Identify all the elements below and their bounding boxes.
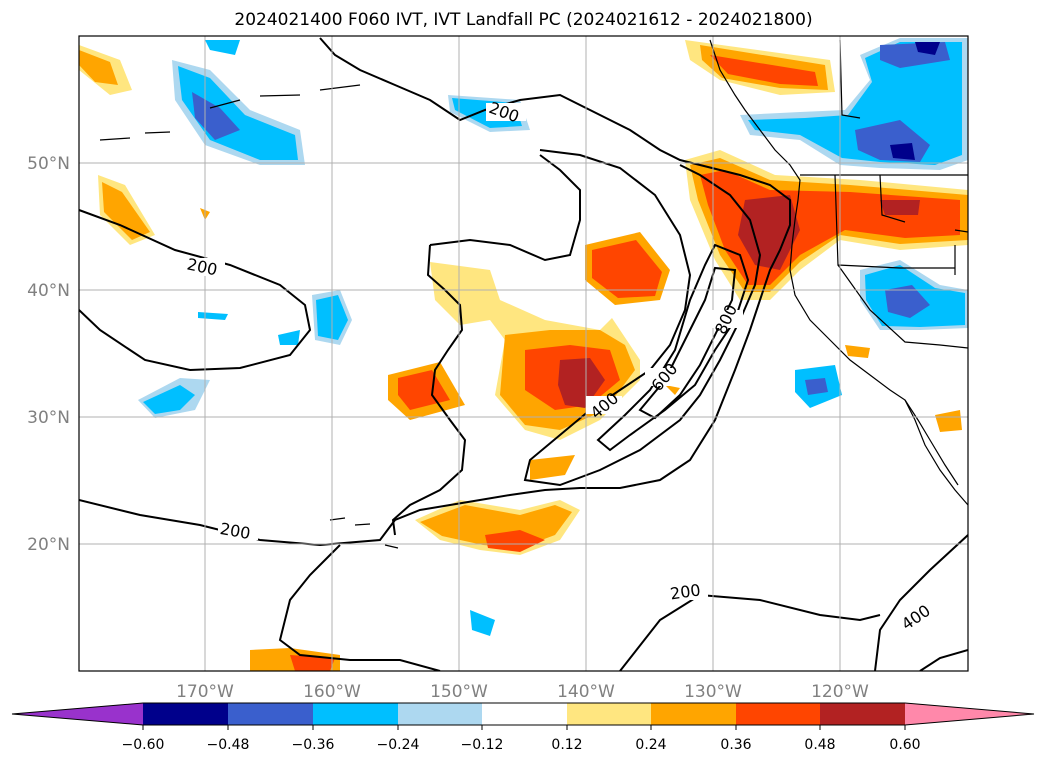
colorbar-tick: −0.24 bbox=[377, 737, 420, 753]
lon-label: 140°W bbox=[557, 682, 615, 702]
colorbar: −0.60 −0.48 −0.36 −0.24 −0.12 0.12 0.24 … bbox=[11, 702, 1035, 753]
lon-label: 150°W bbox=[430, 682, 488, 702]
colorbar-swatch bbox=[482, 703, 567, 725]
colorbar-tick: −0.60 bbox=[122, 737, 165, 753]
colorbar-swatch bbox=[12, 703, 143, 725]
colorbar-tick: 0.60 bbox=[889, 737, 920, 753]
colorbar-tick: −0.12 bbox=[461, 737, 504, 753]
colorbar-swatch bbox=[736, 703, 820, 725]
lon-label: 130°W bbox=[684, 682, 742, 702]
colorbar-tick: 0.12 bbox=[551, 737, 582, 753]
lat-label: 50°N bbox=[27, 154, 70, 174]
lon-label: 120°W bbox=[811, 682, 869, 702]
lat-label: 40°N bbox=[27, 281, 70, 301]
colorbar-swatch bbox=[567, 703, 651, 725]
colorbar-swatch bbox=[313, 703, 398, 725]
colorbar-swatch bbox=[905, 703, 1034, 725]
colorbar-tick: 0.24 bbox=[635, 737, 666, 753]
colorbar-tick: −0.48 bbox=[207, 737, 250, 753]
map-frame bbox=[78, 35, 969, 672]
colorbar-tick: −0.36 bbox=[292, 737, 335, 753]
colorbar-swatch bbox=[651, 703, 736, 725]
colorbar-swatch bbox=[228, 703, 313, 725]
gridlines bbox=[79, 36, 968, 671]
lon-label: 170°W bbox=[176, 682, 234, 702]
contour-label: 200 bbox=[669, 580, 702, 603]
lon-label: 160°W bbox=[303, 682, 361, 702]
colorbar-swatch bbox=[398, 703, 482, 725]
colorbar-swatch bbox=[820, 703, 905, 725]
longitude-labels: 170°W 160°W 150°W 140°W 130°W 120°W bbox=[176, 682, 869, 702]
colorbar-tick: 0.36 bbox=[720, 737, 751, 753]
shaded-probability-regions bbox=[79, 38, 968, 671]
contour-label: 400 bbox=[898, 601, 934, 634]
colorbar-tick: 0.48 bbox=[804, 737, 835, 753]
map-title: 2024021400 F060 IVT, IVT Landfall PC (20… bbox=[234, 10, 813, 30]
lat-label: 20°N bbox=[27, 535, 70, 555]
colorbar-swatch bbox=[143, 703, 228, 725]
lat-label: 30°N bbox=[27, 408, 70, 428]
ivt-contours bbox=[79, 37, 968, 671]
latitude-labels: 50°N 40°N 30°N 20°N bbox=[27, 154, 70, 555]
